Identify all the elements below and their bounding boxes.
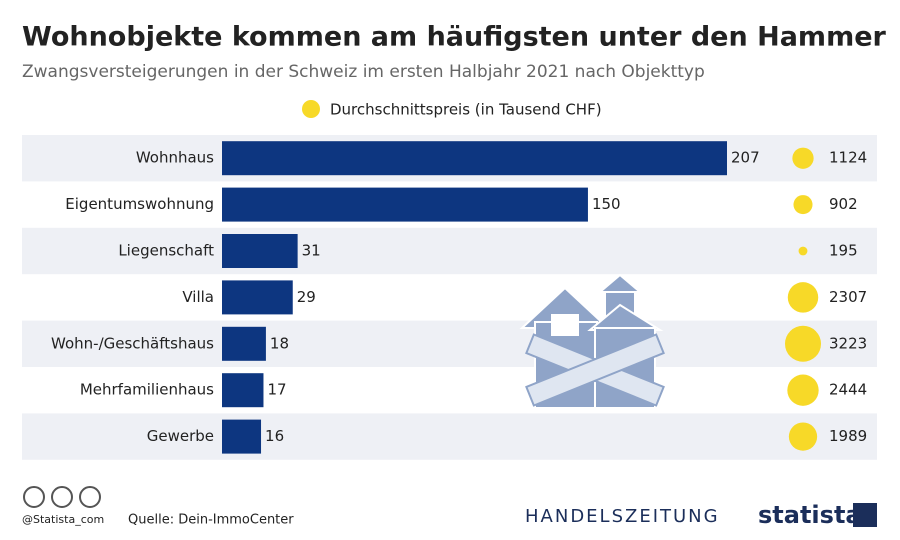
bubble-label: 2307 bbox=[829, 288, 867, 306]
category-label: Gewerbe bbox=[147, 427, 214, 445]
row-band bbox=[22, 227, 877, 275]
rows: Durchschnittspreis (in Tausend CHF) Wohnh… bbox=[22, 100, 877, 460]
bubble-label: 1989 bbox=[829, 427, 867, 445]
partner-logo: HANDELSZEITUNG bbox=[525, 506, 720, 527]
bar bbox=[222, 234, 298, 268]
value-label: 16 bbox=[265, 427, 284, 445]
category-label: Liegenschaft bbox=[118, 242, 214, 260]
value-label: 17 bbox=[267, 381, 286, 399]
bar bbox=[222, 187, 588, 222]
house-icon bbox=[519, 273, 665, 409]
category-label: Eigentumswohnung bbox=[65, 195, 214, 213]
bubble bbox=[798, 246, 808, 256]
bubble-label: 195 bbox=[829, 242, 858, 260]
bar bbox=[222, 141, 727, 176]
value-label: 29 bbox=[297, 288, 316, 306]
bubble bbox=[792, 147, 814, 169]
bar bbox=[222, 373, 264, 408]
bubble bbox=[787, 282, 819, 313]
bubble bbox=[793, 195, 813, 215]
chart-subtitle: Zwangsversteigerungen in der Schweiz im … bbox=[22, 62, 705, 82]
category-label: Wohnhaus bbox=[136, 149, 214, 167]
bubble bbox=[788, 422, 818, 451]
category-label: Wohn-/Geschäftshaus bbox=[51, 334, 214, 352]
legend-label: Durchschnittspreis (in Tausend CHF) bbox=[330, 101, 602, 119]
value-label: 18 bbox=[270, 334, 289, 352]
category-label: Villa bbox=[182, 288, 214, 306]
bubble bbox=[785, 325, 821, 362]
brand-mark bbox=[853, 503, 877, 527]
row-band bbox=[22, 413, 877, 460]
bubble-label: 1124 bbox=[829, 149, 867, 167]
bubble-label: 2444 bbox=[829, 381, 867, 399]
value-label: 207 bbox=[731, 149, 760, 167]
row-band bbox=[22, 320, 877, 367]
chart-title: Wohnobjekte kommen am häufigsten unter d… bbox=[22, 22, 887, 53]
bar bbox=[222, 419, 262, 454]
bar bbox=[222, 326, 266, 361]
category-label: Mehrfamilienhaus bbox=[80, 381, 214, 399]
license-icons bbox=[23, 486, 101, 508]
bubble-label: 902 bbox=[829, 195, 858, 213]
footer-source: Quelle: Dein-ImmoCenter bbox=[128, 513, 294, 528]
legend-marker bbox=[302, 100, 320, 118]
bubble bbox=[787, 374, 819, 406]
footer-handle: @Statista_com bbox=[22, 513, 104, 526]
bubble-label: 3223 bbox=[829, 334, 867, 352]
bar bbox=[222, 280, 293, 315]
value-label: 31 bbox=[302, 242, 321, 260]
value-label: 150 bbox=[592, 195, 621, 213]
brand-logo: statista bbox=[758, 501, 862, 529]
